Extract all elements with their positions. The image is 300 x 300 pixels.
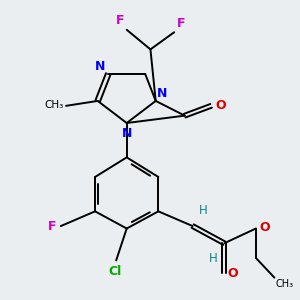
Text: CH₃: CH₃ [276,279,294,289]
Text: H: H [209,252,218,265]
Text: CH₃: CH₃ [44,100,63,110]
Text: O: O [227,267,238,280]
Text: F: F [116,14,124,27]
Text: Cl: Cl [108,265,122,278]
Text: H: H [199,205,208,218]
Text: N: N [122,128,132,140]
Text: F: F [177,17,185,30]
Text: F: F [48,220,57,232]
Text: N: N [95,60,106,73]
Text: O: O [215,99,226,112]
Text: N: N [157,87,167,100]
Text: O: O [259,221,270,234]
